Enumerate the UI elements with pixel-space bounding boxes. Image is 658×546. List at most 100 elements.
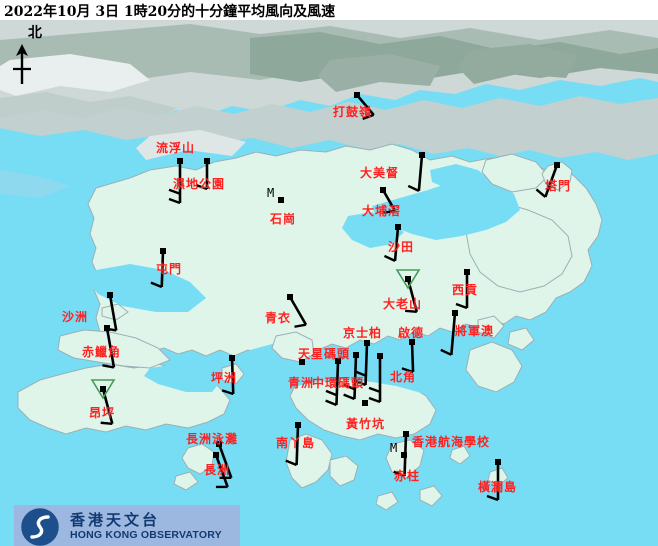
wind-barb-shaft — [230, 357, 235, 395]
north-arrow — [6, 42, 66, 88]
wind-barb-shaft — [295, 424, 300, 466]
station-marker-dot[interactable] — [213, 452, 219, 458]
wind-barb-shaft — [288, 296, 308, 326]
station-label: 大埔滘 — [362, 204, 402, 218]
station-marker-dot[interactable] — [554, 162, 560, 168]
wind-barb-flag — [195, 183, 208, 191]
mainland-china-landmass — [0, 20, 658, 198]
wind-barb-flag — [368, 386, 381, 394]
wind-barb-flag — [535, 188, 547, 198]
station-label: 赤柱 — [394, 469, 421, 483]
wind-barb-shaft — [217, 443, 233, 479]
station-marker-dot[interactable] — [380, 187, 386, 193]
station-marker-dot[interactable] — [401, 452, 407, 458]
wind-barb-shaft — [214, 454, 229, 488]
station-marker-dot[interactable] — [287, 294, 293, 300]
map-canvas: MM — [0, 20, 658, 546]
station-label: 南丫島 — [276, 436, 316, 450]
station-label: 啟德 — [398, 326, 425, 340]
wind-barb-flag — [100, 421, 113, 425]
station-marker-dot[interactable] — [395, 224, 401, 230]
station-marker-dot[interactable] — [452, 310, 458, 316]
wind-barb-shaft — [544, 164, 559, 198]
wind-barb-layer — [100, 94, 559, 502]
station-marker-dot[interactable] — [177, 158, 183, 164]
hko-logo: 香港天文台 HONG KONG OBSERVATORY — [14, 505, 240, 546]
station-label: 坪洲 — [211, 371, 238, 385]
wind-barb-shaft — [335, 360, 340, 406]
wind-barb-shaft — [356, 94, 375, 116]
station-marker-dot[interactable] — [278, 197, 284, 203]
wind-barb-flag — [354, 370, 367, 377]
north-label: 北 — [28, 25, 42, 41]
wind-barb-flag — [486, 494, 499, 502]
station-marker-triangle — [395, 269, 421, 290]
station-marker-dot[interactable] — [495, 459, 501, 465]
station-label: 屯門 — [156, 262, 183, 276]
station-marker-dot[interactable] — [409, 339, 415, 345]
station-marker-dot[interactable] — [107, 292, 113, 298]
wind-barb-flag — [168, 188, 181, 195]
wind-barb-flag — [405, 309, 417, 314]
station-marker-dot[interactable] — [419, 152, 425, 158]
station-marker-dot[interactable] — [216, 441, 222, 447]
station-label: 沙洲 — [62, 310, 89, 324]
station-label: 天星碼頭 — [298, 347, 351, 361]
wind-barb-shaft — [450, 312, 457, 355]
station-marker-dot[interactable] — [354, 92, 360, 98]
station-marker-dot[interactable] — [295, 422, 301, 428]
wind-barb-flag — [383, 209, 396, 215]
hko-swirl-logo-icon — [18, 507, 62, 546]
station-marker-dot[interactable] — [405, 276, 411, 282]
station-marker-dot[interactable] — [104, 325, 110, 331]
station-marker-dot[interactable] — [377, 353, 383, 359]
wind-barb-flag — [383, 254, 396, 262]
station-label: 長洲泳灘 — [186, 432, 239, 446]
station-marker-dot[interactable] — [353, 352, 359, 358]
station-label: 沙田 — [388, 240, 415, 254]
station-marker-m-glyph: M — [390, 441, 397, 455]
station-label: 青洲 — [288, 376, 315, 390]
station-marker-dot[interactable] — [464, 269, 470, 275]
hko-logo-text: 香港天文台 HONG KONG OBSERVATORY — [70, 512, 222, 542]
station-label: 大老山 — [383, 297, 423, 311]
station-marker-dot[interactable] — [335, 358, 341, 364]
station-marker-dot[interactable] — [299, 359, 305, 365]
station-label: 中環碼頭 — [312, 376, 365, 390]
hko-logo-chinese: 香港天文台 — [70, 511, 161, 529]
wind-barb-shaft — [393, 226, 400, 261]
wind-barb-flag — [168, 197, 181, 205]
north-arrow-icon — [13, 44, 31, 84]
station-marker-dot[interactable] — [403, 431, 409, 437]
wind-barb-flag — [393, 470, 405, 478]
station-marker-dot[interactable] — [364, 340, 370, 346]
station-label: 橫瀾島 — [478, 480, 518, 494]
wind-barb-flag — [407, 184, 420, 192]
station-label: 打鼓嶺 — [333, 105, 373, 119]
station-label: 北角 — [390, 370, 417, 384]
station-label: 流浮山 — [156, 141, 196, 155]
station-marker-dot[interactable] — [204, 158, 210, 164]
wind-barb-flag — [368, 396, 381, 404]
station-label: 長洲 — [204, 463, 231, 477]
wind-barb-shaft — [410, 341, 415, 373]
wind-barb-flag — [455, 302, 468, 310]
station-label: 將軍澳 — [455, 324, 495, 338]
wind-barb-flag — [294, 323, 307, 328]
station-marker-dot[interactable] — [229, 355, 235, 361]
station-marker-m-glyph: M — [267, 186, 274, 200]
wind-barb-flag — [343, 383, 356, 391]
wind-barb-shaft — [105, 327, 116, 368]
station-marker-triangle — [90, 379, 116, 400]
station-label: 黃竹坑 — [346, 417, 386, 431]
station-marker-dot[interactable] — [160, 248, 166, 254]
wind-barb-flag — [440, 348, 452, 356]
station-label: 昂坪 — [89, 406, 116, 420]
wind-barb-shaft — [353, 354, 358, 400]
station-label: 塔門 — [545, 179, 572, 193]
station-marker-dot[interactable] — [362, 400, 368, 406]
station-marker-dot[interactable] — [100, 386, 106, 392]
wind-barb-flag — [362, 113, 375, 121]
